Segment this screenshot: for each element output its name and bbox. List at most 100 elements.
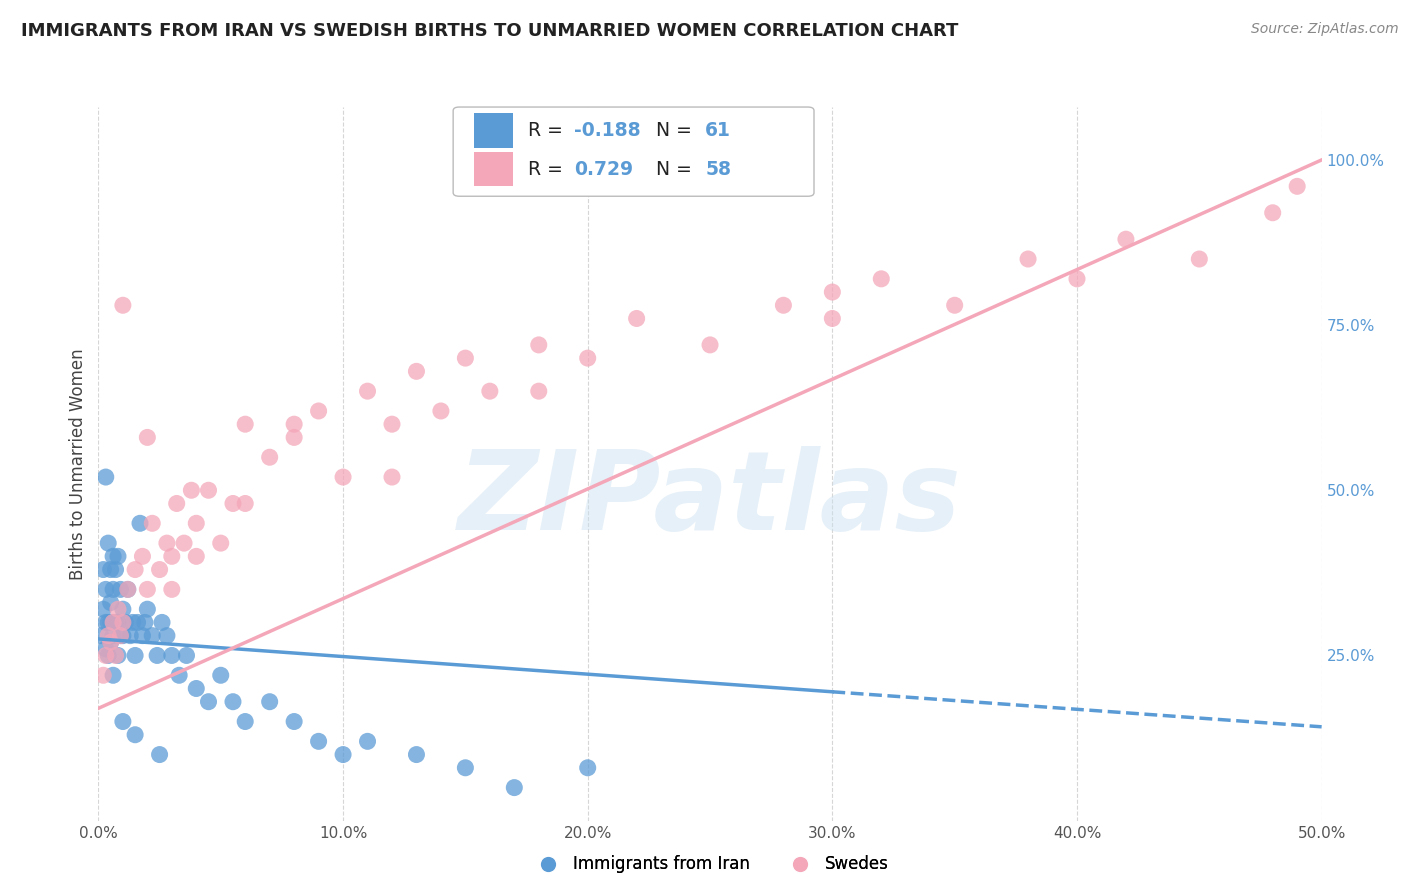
Point	[114, 615, 136, 630]
Point	[90, 629, 112, 643]
Point	[91, 668, 114, 682]
Point	[131, 549, 153, 564]
Point	[124, 563, 146, 577]
Point	[430, 404, 453, 418]
Point	[186, 516, 208, 531]
Point	[870, 272, 893, 286]
Point	[97, 536, 120, 550]
Y-axis label: Births to Unmarried Women: Births to Unmarried Women	[69, 348, 87, 580]
Point	[110, 629, 132, 643]
Point	[283, 714, 305, 729]
Point	[197, 695, 219, 709]
Point	[1066, 272, 1088, 286]
Point	[821, 285, 844, 299]
Point	[101, 582, 124, 597]
Point	[381, 470, 404, 484]
Point	[160, 648, 183, 663]
Point	[111, 629, 134, 643]
Point	[1188, 252, 1211, 266]
Text: ZIPatlas: ZIPatlas	[458, 446, 962, 553]
Point	[222, 496, 245, 510]
Point	[1017, 252, 1039, 266]
Point	[209, 668, 232, 682]
Point	[134, 615, 156, 630]
Point	[107, 648, 129, 663]
Point	[124, 648, 146, 663]
Point	[626, 311, 648, 326]
Point	[454, 761, 477, 775]
Point	[576, 761, 599, 775]
Point	[111, 615, 134, 630]
Point	[943, 298, 966, 312]
Point	[136, 430, 159, 444]
Point	[150, 615, 173, 630]
Bar	[474, 152, 513, 186]
Text: N =: N =	[657, 121, 699, 140]
Point	[94, 648, 117, 663]
Point	[141, 629, 163, 643]
Text: 58: 58	[706, 160, 731, 178]
Point	[222, 695, 245, 709]
Point	[124, 728, 146, 742]
Point	[156, 536, 179, 550]
Point	[121, 615, 143, 630]
Point	[176, 648, 198, 663]
Point	[283, 417, 305, 432]
Point	[104, 615, 127, 630]
Point	[111, 714, 134, 729]
Point	[104, 648, 127, 663]
Point	[527, 338, 550, 352]
Text: R =: R =	[527, 121, 568, 140]
Point	[1261, 206, 1284, 220]
Point	[356, 384, 378, 399]
Point	[821, 311, 844, 326]
Point	[149, 563, 172, 577]
Point	[233, 417, 256, 432]
Point	[101, 615, 124, 630]
Point	[110, 629, 132, 643]
Point	[107, 549, 129, 564]
Point	[478, 384, 501, 399]
Point	[308, 404, 330, 418]
Point	[97, 629, 120, 643]
Point	[1115, 232, 1137, 246]
Point	[117, 582, 139, 597]
Point	[332, 747, 354, 762]
Point	[186, 549, 208, 564]
Legend: Immigrants from Iran, Swedes: Immigrants from Iran, Swedes	[524, 849, 896, 880]
Point	[127, 615, 149, 630]
Point	[94, 641, 117, 656]
Point	[146, 648, 169, 663]
Point	[104, 563, 127, 577]
Text: R =: R =	[527, 160, 568, 178]
Point	[100, 563, 122, 577]
Point	[405, 747, 427, 762]
Point	[209, 536, 232, 550]
Point	[94, 470, 117, 484]
Text: IMMIGRANTS FROM IRAN VS SWEDISH BIRTHS TO UNMARRIED WOMEN CORRELATION CHART: IMMIGRANTS FROM IRAN VS SWEDISH BIRTHS T…	[21, 22, 959, 40]
Point	[129, 516, 152, 531]
FancyBboxPatch shape	[453, 107, 814, 196]
Point	[173, 536, 195, 550]
Point	[101, 549, 124, 564]
Point	[100, 615, 122, 630]
Point	[97, 648, 120, 663]
Point	[576, 351, 599, 365]
Point	[107, 602, 129, 616]
Point	[131, 629, 153, 643]
Point	[503, 780, 526, 795]
Bar	[474, 113, 513, 148]
Point	[332, 470, 354, 484]
Point	[91, 602, 114, 616]
Point	[259, 695, 281, 709]
Point	[527, 384, 550, 399]
Point	[180, 483, 202, 498]
Text: Source: ZipAtlas.com: Source: ZipAtlas.com	[1251, 22, 1399, 37]
Point	[141, 516, 163, 531]
Point	[156, 629, 179, 643]
Point	[100, 635, 122, 649]
Point	[186, 681, 208, 696]
Point	[120, 629, 142, 643]
Point	[110, 582, 132, 597]
Point	[233, 714, 256, 729]
